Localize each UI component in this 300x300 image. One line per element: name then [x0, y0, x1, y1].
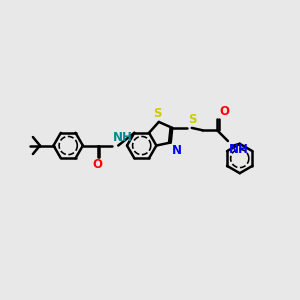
Text: NH: NH: [229, 143, 249, 156]
Text: N: N: [172, 144, 182, 157]
Text: S: S: [188, 113, 196, 126]
Text: NH: NH: [113, 131, 133, 144]
Text: O: O: [219, 105, 229, 118]
Text: O: O: [93, 158, 103, 171]
Text: S: S: [153, 107, 162, 120]
